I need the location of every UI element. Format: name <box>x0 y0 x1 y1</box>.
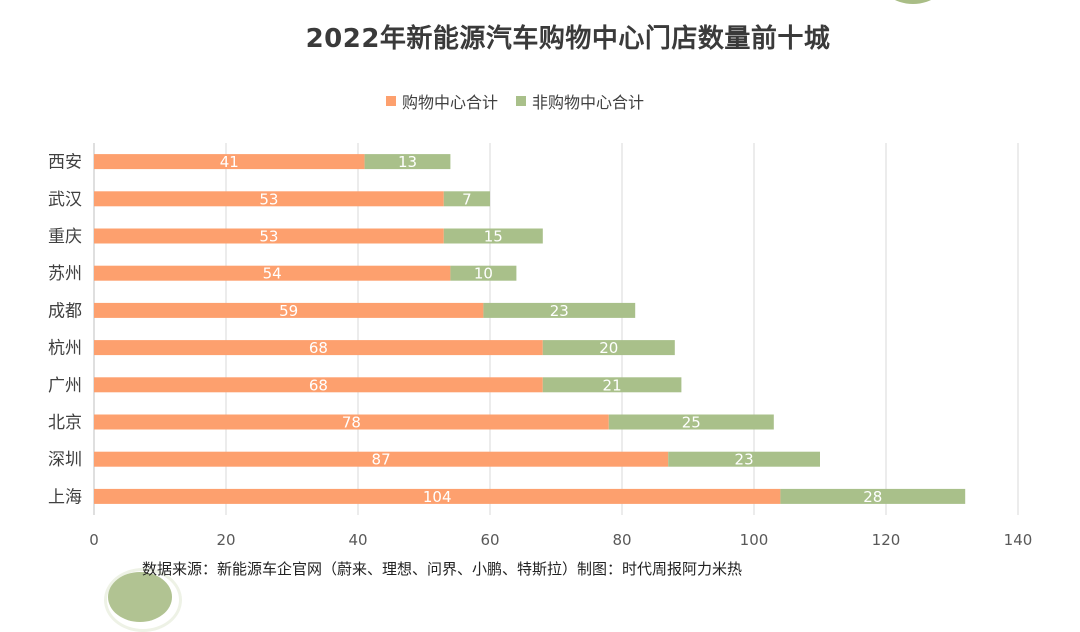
bar-non-shopping-center-5 <box>542 340 675 356</box>
data-label-shopping-center-1: 53 <box>259 190 278 208</box>
data-label-shopping-center-5: 68 <box>309 339 328 357</box>
data-label-non-shopping-center-9: 28 <box>863 488 882 506</box>
data-label-shopping-center-9: 104 <box>423 488 452 506</box>
data-label-shopping-center-2: 53 <box>259 228 278 246</box>
source-note: 数据来源：新能源车企官网（蔚来、理想、问界、小鹏、特斯拉）制图：时代周报阿力米热 <box>142 560 743 578</box>
data-label-shopping-center-7: 78 <box>342 414 361 432</box>
x-tick-label-40: 40 <box>348 531 367 549</box>
bar-shopping-center-2 <box>94 228 444 244</box>
category-label-0: 西安 <box>48 153 82 173</box>
bar-shopping-center-3 <box>94 265 451 281</box>
chart-title: 2022年新能源汽车购物中心门店数量前十城 <box>305 24 831 54</box>
bar-non-shopping-center-2 <box>443 228 543 244</box>
bar-non-shopping-center-4 <box>483 302 636 318</box>
bar-chart: 0 20 40 60 80 100 120 140 西安 41 13 武汉 53 7 重庆 53 15 苏州 54 1… <box>48 143 1033 549</box>
bar-shopping-center-6 <box>94 377 543 393</box>
category-label-1: 武汉 <box>48 190 82 210</box>
bar-shopping-center-9 <box>94 488 781 504</box>
bar-shopping-center-8 <box>94 451 669 467</box>
category-label-5: 杭州 <box>48 339 82 359</box>
legend-label-shopping-center: 购物中心合计 <box>401 93 498 112</box>
x-tick-label-140: 140 <box>1004 531 1033 549</box>
data-label-non-shopping-center-3: 10 <box>474 265 493 283</box>
bar-non-shopping-center-6 <box>542 377 682 393</box>
data-label-non-shopping-center-8: 23 <box>735 451 754 469</box>
category-label-2: 重庆 <box>48 227 82 247</box>
legend-item-non-shopping-center: 非购物中心合计 <box>516 89 644 113</box>
bar-shopping-center-5 <box>94 340 543 356</box>
data-label-non-shopping-center-7: 25 <box>682 414 701 432</box>
bar-shopping-center-1 <box>94 191 444 207</box>
legend-item-shopping-center: 购物中心合计 <box>385 89 498 113</box>
bar-shopping-center-4 <box>94 302 484 318</box>
category-label-8: 深圳 <box>48 450 82 470</box>
x-tick-label-80: 80 <box>612 531 631 549</box>
category-label-7: 北京 <box>48 413 82 433</box>
legend: 购物中心合计 非购物中心合计 <box>0 89 1030 113</box>
bar-shopping-center-7 <box>94 414 609 430</box>
data-label-non-shopping-center-1: 7 <box>462 190 472 208</box>
bar-non-shopping-center-8 <box>668 451 820 467</box>
x-tick-label-120: 120 <box>872 531 901 549</box>
x-tick-label-60: 60 <box>480 531 499 549</box>
bar-non-shopping-center-9 <box>780 488 966 504</box>
bar-non-shopping-center-3 <box>450 265 517 281</box>
category-label-4: 成都 <box>48 301 82 321</box>
data-label-non-shopping-center-0: 13 <box>398 153 417 171</box>
category-label-9: 上海 <box>48 487 82 507</box>
x-tick-label-20: 20 <box>216 531 235 549</box>
data-label-non-shopping-center-6: 21 <box>603 376 622 394</box>
bar-non-shopping-center-1 <box>443 191 490 207</box>
data-label-shopping-center-3: 54 <box>263 265 282 283</box>
x-tick-label-0: 0 <box>89 531 99 549</box>
bar-non-shopping-center-7 <box>608 414 774 430</box>
data-label-non-shopping-center-4: 23 <box>550 302 569 320</box>
data-label-non-shopping-center-5: 20 <box>599 339 618 357</box>
data-label-shopping-center-6: 68 <box>309 376 328 394</box>
legend-label-non-shopping-center: 非购物中心合计 <box>532 93 645 112</box>
data-label-shopping-center-8: 87 <box>372 451 391 469</box>
category-label-6: 广州 <box>48 376 82 396</box>
category-label-3: 苏州 <box>48 264 82 284</box>
decorative-circle-top <box>878 0 948 4</box>
data-label-non-shopping-center-2: 15 <box>484 228 503 246</box>
data-label-shopping-center-0: 41 <box>220 153 239 171</box>
data-label-shopping-center-4: 59 <box>279 302 298 320</box>
bar-shopping-center-0 <box>94 154 365 170</box>
x-tick-label-100: 100 <box>740 531 769 549</box>
legend-swatch-shopping-center <box>385 96 396 106</box>
bar-non-shopping-center-0 <box>364 154 451 170</box>
legend-swatch-non-shopping-center <box>516 96 526 106</box>
